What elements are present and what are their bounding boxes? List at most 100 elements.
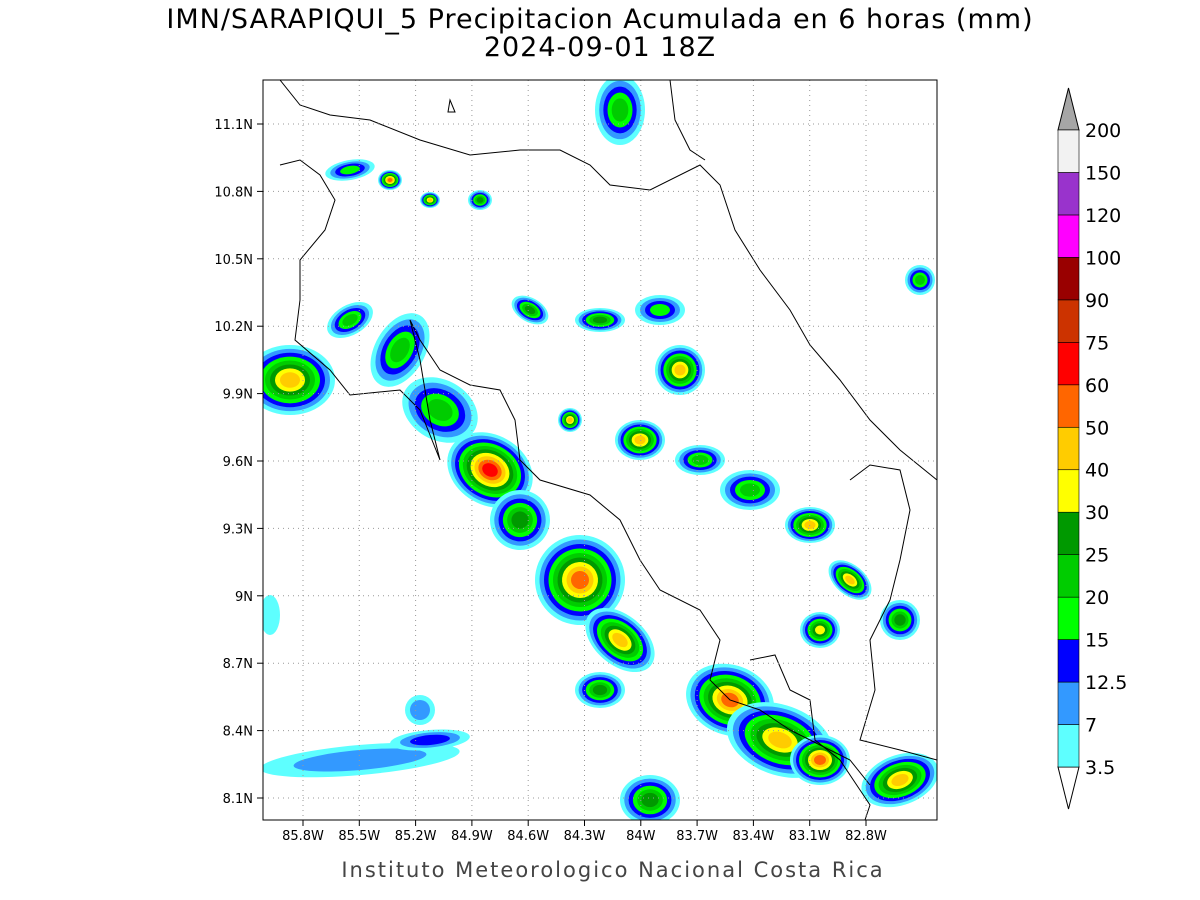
precip-contour [390, 337, 410, 363]
island [447, 98, 456, 113]
lat-label: 8.4N [223, 725, 253, 740]
precip-contour [410, 734, 450, 746]
lat-label: 9.3N [223, 522, 253, 537]
colorbar-box [1057, 342, 1080, 386]
colorbar-label: 100 [1085, 247, 1121, 269]
colorbar-label: 3.5 [1085, 757, 1115, 779]
precip-contour [674, 364, 686, 376]
colorbar-label: 200 [1085, 120, 1121, 142]
precip-contour [634, 435, 646, 445]
colorbar-label: 50 [1085, 417, 1109, 439]
lat-label: 10.8N [214, 185, 253, 200]
precip-contour [650, 304, 670, 316]
lon-label: 83.1W [789, 829, 831, 844]
lat-label: 8.1N [223, 792, 253, 807]
colorbar-box [1057, 596, 1080, 640]
colorbar-label: 7 [1085, 715, 1097, 737]
colorbar-label: 75 [1085, 332, 1109, 354]
colorbar-box [1057, 384, 1080, 428]
precip-field [263, 80, 937, 820]
colorbar-label: 20 [1085, 587, 1109, 609]
lon-label: 84.9W [451, 829, 493, 844]
precip-contour [524, 305, 536, 315]
colorbar-label: 30 [1085, 502, 1109, 524]
precip-contour [280, 372, 300, 388]
precip-contour [915, 275, 925, 285]
lat-label: 9.9N [223, 388, 253, 403]
precip-contour [592, 316, 608, 324]
precip-contour [611, 98, 629, 122]
colorbar-box [1057, 299, 1080, 343]
colorbar-label: 12.5 [1085, 672, 1127, 694]
precip-contour [511, 511, 529, 529]
colorbar-above [1057, 87, 1080, 131]
colorbar-box [1057, 469, 1080, 513]
precip-contour [845, 575, 855, 585]
lon-label: 82.8W [845, 829, 887, 844]
precip-contour [263, 595, 280, 635]
precip-contour [894, 614, 906, 626]
precip-contour [768, 731, 792, 749]
precip-contour [482, 463, 498, 477]
colorbar-box [1057, 724, 1080, 768]
grid: 11.1N 10.8N 10.5N 10.2N 9.9N 9.6N 9.3N 9N 8.7N 8.… [214, 80, 937, 844]
precip-contour [815, 625, 825, 635]
colorbar-label: 25 [1085, 545, 1109, 567]
precip-contour [592, 684, 608, 696]
precip-contour [340, 165, 360, 175]
lon-label: 83.7W [676, 829, 718, 844]
colorbar-label: 150 [1085, 162, 1121, 184]
colorbar-box [1057, 214, 1080, 258]
colorbar-label: 15 [1085, 630, 1109, 652]
precip-contour [612, 632, 628, 648]
lon-label: 84.6W [507, 829, 549, 844]
colorbar-below [1057, 766, 1080, 810]
colorbar-box [1057, 172, 1080, 216]
lat-label: 10.2N [214, 320, 253, 335]
colorbar-label: 40 [1085, 460, 1109, 482]
precip-contour [427, 198, 433, 202]
lat-label: 9N [235, 590, 253, 605]
lat-label: 9.6N [223, 455, 253, 470]
colorbar-box [1057, 681, 1080, 725]
colorbar-box [1057, 554, 1080, 598]
precip-contour [740, 483, 760, 497]
coastlines [279, 80, 937, 820]
coast-north [279, 80, 937, 481]
colorbar-label: 60 [1085, 375, 1109, 397]
colorbar-box [1057, 511, 1080, 555]
colorbar-box [1057, 129, 1080, 173]
lon-label: 84W [626, 829, 656, 844]
border-north [669, 80, 706, 161]
colorbar: 3.5 7 12.5 15 20 25 30 40 50 60 75 90 100 120 150 200 [1057, 87, 1127, 810]
precip-contour [691, 455, 709, 465]
border-south [749, 654, 871, 820]
precip-contour [476, 197, 484, 203]
lat-label: 8.7N [223, 657, 253, 672]
footer: Instituto Meteorologico Nacional Costa R… [341, 858, 884, 882]
lon-label: 85.5W [338, 829, 380, 844]
lon-label: 83.4W [732, 829, 774, 844]
precip-contour [814, 755, 826, 765]
precip-contour [410, 700, 430, 720]
colorbar-box [1057, 257, 1080, 301]
lon-label: 84.3W [564, 829, 606, 844]
subtitle: 2024-09-01 18Z [484, 32, 716, 63]
precip-contour [293, 748, 427, 772]
lon-label: 85.8W [282, 829, 324, 844]
map-frame [262, 79, 938, 821]
precip-contour [387, 178, 393, 182]
precip-contour [641, 792, 659, 808]
colorbar-box [1057, 426, 1080, 471]
lat-label: 10.5N [214, 253, 253, 268]
lat-label: 11.1N [214, 118, 253, 133]
precip-contour [891, 773, 909, 787]
precip-contour [567, 417, 573, 423]
precip-contour [427, 399, 453, 421]
colorbar-label: 90 [1085, 290, 1109, 312]
lon-label: 85.2W [395, 829, 437, 844]
colorbar-box [1057, 639, 1080, 683]
precip-contour [342, 313, 358, 327]
coast-pacific [279, 159, 871, 786]
coast-east [849, 464, 937, 761]
